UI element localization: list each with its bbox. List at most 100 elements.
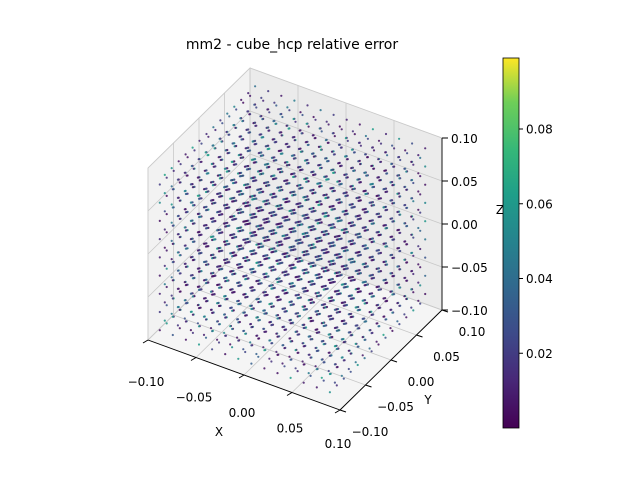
- data-point: [263, 294, 266, 297]
- data-point: [163, 246, 166, 249]
- data-point: [424, 256, 427, 259]
- data-point: [351, 130, 354, 133]
- data-point: [356, 345, 359, 348]
- data-point: [217, 286, 221, 289]
- data-point: [275, 314, 278, 317]
- data-point: [332, 153, 335, 156]
- data-point: [170, 203, 173, 206]
- data-point: [346, 139, 349, 142]
- data-point: [315, 368, 318, 371]
- data-point: [229, 270, 232, 273]
- data-point: [343, 173, 346, 176]
- data-point: [410, 251, 413, 255]
- data-point: [304, 199, 307, 202]
- data-point: [254, 124, 257, 127]
- data-point: [333, 235, 336, 238]
- data-point: [349, 261, 352, 264]
- data-point: [382, 188, 385, 191]
- data-point: [338, 125, 341, 128]
- data-point: [327, 278, 330, 282]
- data-point: [236, 190, 239, 193]
- y-tick-label: 0.00: [408, 375, 435, 389]
- data-point: [340, 265, 343, 268]
- data-point: [419, 175, 422, 178]
- data-point: [236, 318, 239, 321]
- data-point: [357, 199, 360, 202]
- data-point: [263, 330, 266, 333]
- data-point: [204, 263, 208, 266]
- data-point: [354, 251, 357, 254]
- data-point: [254, 85, 257, 88]
- data-point: [342, 268, 345, 271]
- data-point: [371, 128, 374, 131]
- data-point: [204, 227, 208, 230]
- data-point: [334, 217, 337, 220]
- data-point: [270, 287, 273, 290]
- data-point: [179, 163, 182, 166]
- data-point: [189, 292, 192, 295]
- data-point: [210, 162, 213, 166]
- data-point: [340, 338, 343, 341]
- data-point: [158, 292, 161, 295]
- data-point: [249, 268, 252, 271]
- data-point: [322, 194, 325, 197]
- data-point: [324, 197, 327, 200]
- data-point: [211, 238, 214, 242]
- data-point: [288, 355, 291, 358]
- data-point: [189, 238, 192, 241]
- data-point: [356, 254, 359, 257]
- data-point: [389, 290, 392, 293]
- data-point: [281, 307, 284, 310]
- data-point: [361, 245, 364, 248]
- data-point: [318, 167, 322, 170]
- data-point: [176, 269, 179, 272]
- data-point: [244, 186, 248, 189]
- data-point: [239, 156, 242, 159]
- data-point: [255, 243, 258, 246]
- data-point: [314, 237, 317, 240]
- data-point: [352, 151, 356, 154]
- data-point: [322, 379, 325, 382]
- data-point: [264, 203, 267, 206]
- data-point: [197, 158, 200, 161]
- y-tick-label: −0.05: [377, 400, 414, 414]
- data-point: [270, 305, 273, 308]
- data-point: [382, 242, 385, 245]
- data-point: [355, 197, 358, 200]
- data-point: [412, 218, 415, 221]
- data-point: [289, 358, 292, 361]
- data-point: [229, 325, 232, 328]
- data-point: [251, 198, 254, 201]
- data-point: [191, 313, 194, 316]
- data-point: [292, 117, 295, 121]
- data-point: [249, 304, 252, 308]
- data-point: [249, 250, 252, 253]
- data-point: [170, 312, 173, 315]
- data-point: [263, 349, 266, 352]
- data-point: [242, 275, 245, 278]
- data-point: [262, 273, 265, 276]
- data-point: [184, 153, 187, 156]
- data-point: [331, 132, 334, 135]
- data-point: [231, 236, 234, 240]
- data-point: [370, 313, 373, 316]
- data-point: [371, 186, 374, 189]
- data-point: [323, 175, 326, 178]
- data-point: [242, 348, 245, 351]
- data-point: [368, 347, 371, 350]
- data-point: [217, 304, 221, 308]
- data-point: [288, 109, 291, 112]
- data-point: [184, 302, 187, 305]
- data-point: [314, 346, 317, 350]
- data-point: [223, 222, 226, 225]
- data-point: [364, 192, 367, 196]
- data-point: [333, 254, 336, 257]
- data-point: [204, 151, 207, 154]
- data-point: [403, 240, 406, 243]
- data-point: [244, 296, 247, 299]
- data-point: [189, 329, 192, 332]
- data-point: [233, 145, 236, 148]
- data-point: [183, 281, 186, 284]
- data-point: [405, 188, 408, 191]
- data-point: [183, 244, 186, 247]
